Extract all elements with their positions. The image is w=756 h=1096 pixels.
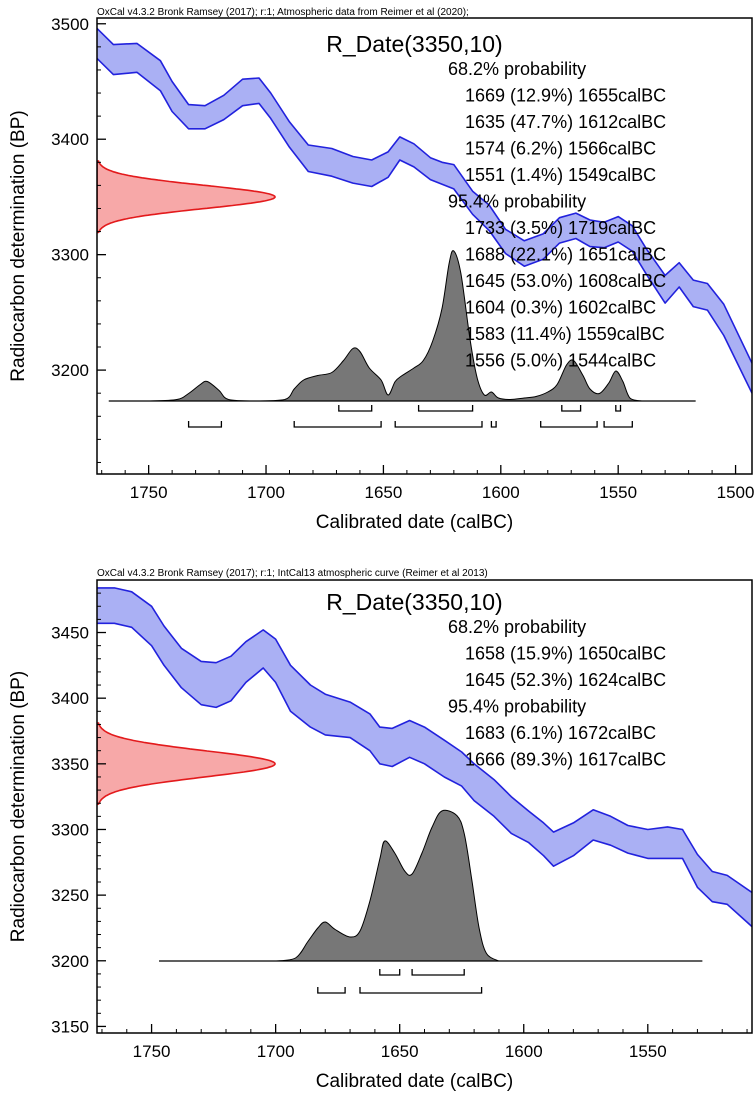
probability-level-heading: 95.4% probability [448,192,586,212]
chart-2: OxCal v4.3.2 Bronk Ramsey (2017); r:1; I… [8,568,753,1092]
calibration-curve-upper [97,27,752,364]
probability-level-heading: 68.2% probability [448,59,586,79]
y-axis-title: Radiocarbon determination (BP) [8,671,29,942]
probability-level-heading: 68.2% probability [448,617,586,637]
hpd-68-range [411,969,465,976]
hpd-68-range [417,405,474,412]
x-axis-title: Calibrated date (calBC) [316,512,513,533]
hpd-68-range [379,969,401,976]
chart-header: OxCal v4.3.2 Bronk Ramsey (2017); r:1; I… [97,568,488,579]
y-tick-label: 3450 [51,624,89,643]
y-tick-label: 3400 [51,689,89,708]
calibrated-range-text: 1683 (6.1%) 1672calBC [465,723,656,743]
y-tick-label: 3200 [51,952,89,971]
probability-distribution [148,250,642,402]
calibrated-range-text: 1645 (53.0%) 1608calBC [465,271,666,291]
hpd-68-range [561,405,582,412]
chart-1: OxCal v4.3.2 Bronk Ramsey (2017); r:1; A… [8,7,754,533]
calibrated-range-text: 1583 (11.4%) 1559calBC [465,324,665,344]
x-tick-label: 1750 [130,483,168,502]
calibrated-range-text: 1645 (52.3%) 1624calBC [465,670,666,690]
plot-area [97,27,752,428]
plot-frame [96,17,753,475]
calibrated-range-text: 1669 (12.9%) 1655calBC [465,86,666,106]
calibrated-range-text: 1666 (89.3%) 1617calBC [465,750,666,770]
calibration-curve-lower [97,57,752,394]
chart-title: R_Date(3350,10) [326,589,502,615]
y-axis-title: Radiocarbon determination (BP) [8,110,29,381]
x-tick-label: 1650 [365,483,403,502]
y-tick-label: 3300 [51,246,89,265]
x-tick-label: 1700 [247,483,285,502]
x-tick-label: 1700 [257,1042,295,1061]
calibrated-range-text: 1688 (22.1%) 1651calBC [465,245,666,265]
chart-header: OxCal v4.3.2 Bronk Ramsey (2017); r:1; A… [97,7,469,18]
calibrated-range-text: 1551 (1.4%) 1549calBC [465,165,656,185]
x-tick-label: 1500 [717,483,755,502]
x-tick-label: 1600 [505,1042,543,1061]
calibration-curve-band [97,587,752,927]
y-tick-label: 3150 [51,1017,89,1036]
y-tick-label: 3200 [51,361,89,380]
y-tick-label: 3500 [51,15,89,34]
y-tick-label: 3300 [51,820,89,839]
calibrated-range-text: 1733 (3.5%) 1719calBC [465,218,656,238]
calibrated-range-text: 1556 (5.0%) 1544calBC [465,351,656,371]
probability-level-heading: 95.4% probability [448,697,586,717]
hpd-95-range [359,987,483,994]
calibrated-range-text: 1658 (15.9%) 1650calBC [465,644,666,664]
hpd-95-range [293,421,382,428]
chart-title: R_Date(3350,10) [326,31,502,57]
x-tick-label: 1750 [133,1042,171,1061]
hpd-68-range [615,405,622,412]
radiocarbon-date-distribution [97,722,276,806]
calibration-curve-upper [97,587,752,894]
calibrated-range-text: 1604 (0.3%) 1602calBC [465,298,656,318]
hpd-95-range [540,421,598,428]
hpd-95-range [317,987,346,994]
calibration-curve-lower [97,622,752,928]
hpd-95-range [187,421,223,428]
x-tick-label: 1600 [482,483,520,502]
x-axis-title: Calibrated date (calBC) [316,1071,513,1092]
hpd-95-range [603,421,633,428]
probability-distribution [275,809,501,962]
calibrated-range-text: 1635 (47.7%) 1612calBC [465,112,666,132]
x-tick-label: 1650 [381,1042,419,1061]
x-tick-label: 1550 [599,483,637,502]
calibrated-range-text: 1574 (6.2%) 1566calBC [465,139,656,159]
y-tick-label: 3350 [51,755,89,774]
y-tick-label: 3400 [51,130,89,149]
plot-area [97,587,752,994]
hpd-68-range [338,405,373,412]
x-tick-label: 1550 [629,1042,667,1061]
hpd-95-range [394,421,483,428]
hpd-95-range [490,421,497,428]
y-tick-label: 3250 [51,886,89,905]
radiocarbon-date-distribution [97,160,276,234]
